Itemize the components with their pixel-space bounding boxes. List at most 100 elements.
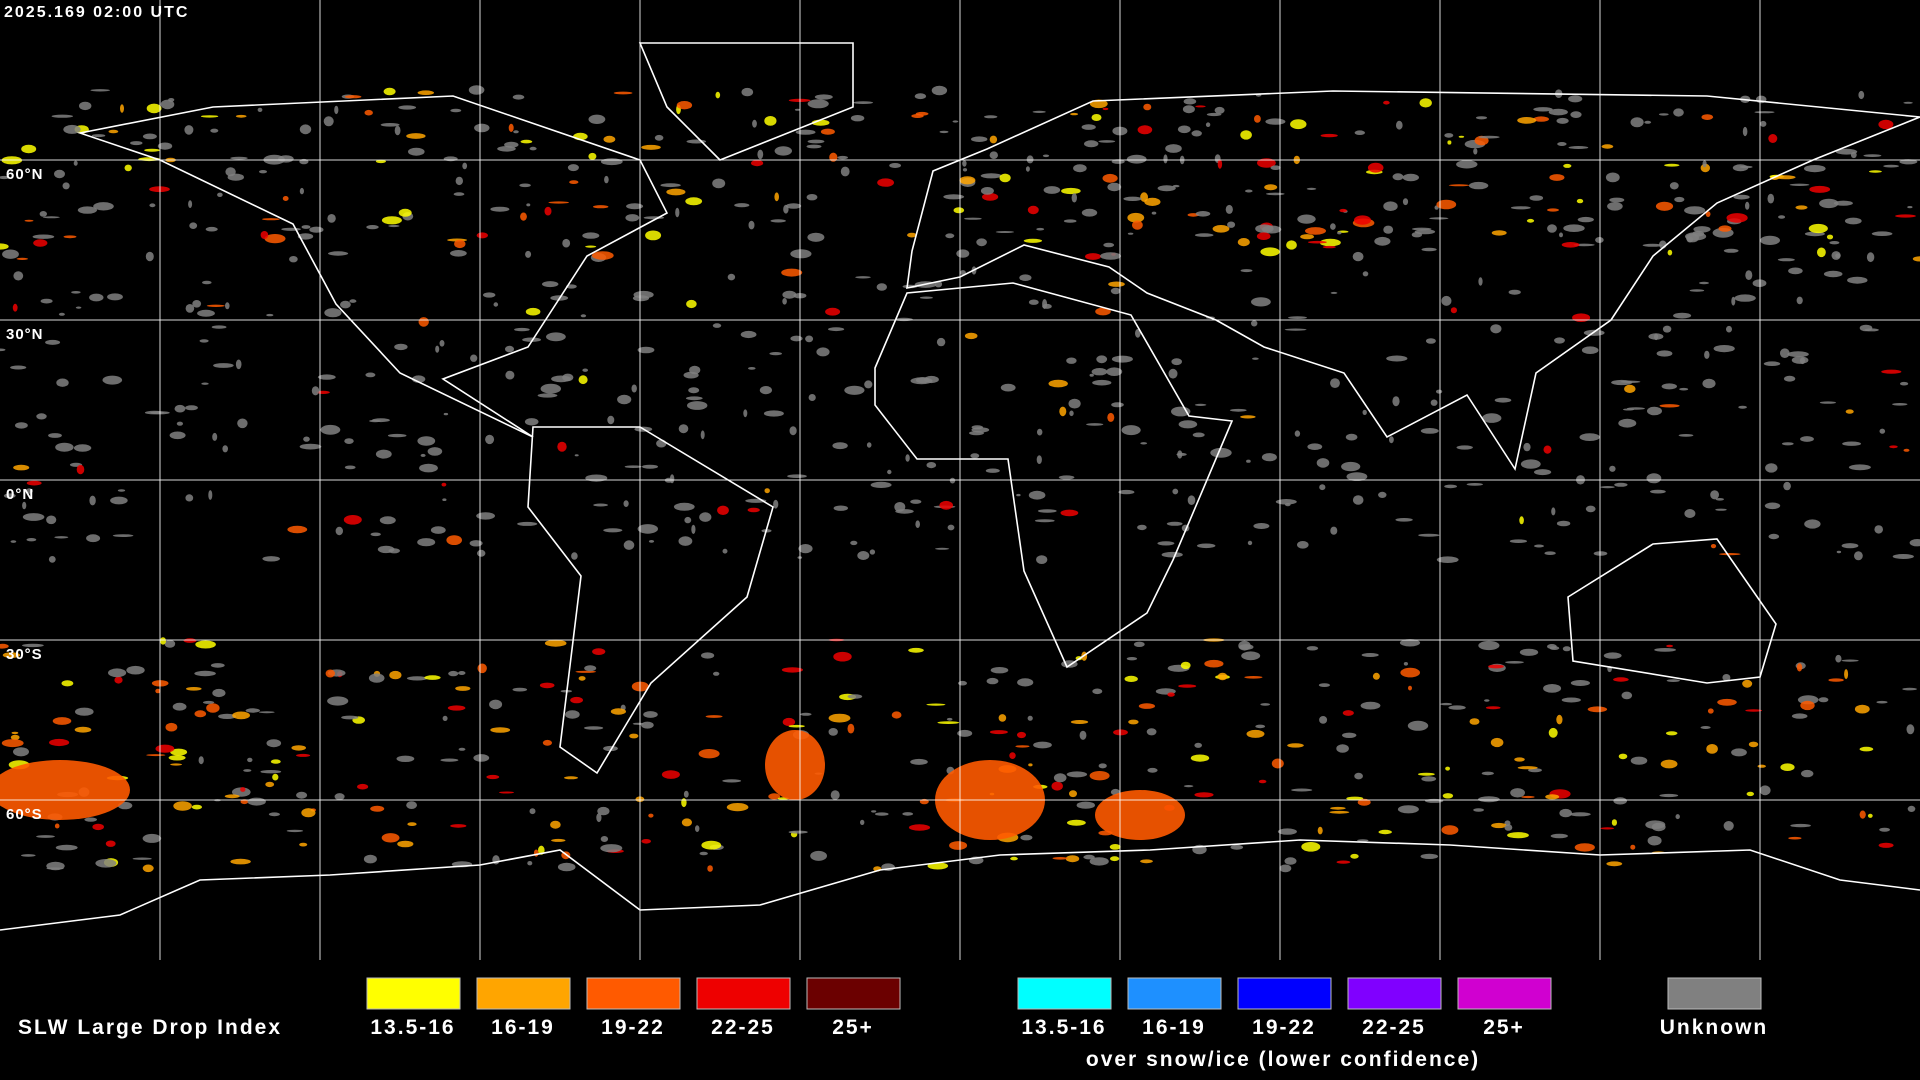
- cloud-patch: [301, 808, 316, 818]
- cloud-patch: [120, 104, 124, 113]
- cloud-patch: [107, 293, 123, 301]
- legend-swatch: [1017, 977, 1112, 1010]
- cloud-patch: [93, 202, 114, 211]
- legend-label: 22-25: [1362, 1016, 1426, 1039]
- cloud-patch: [613, 91, 633, 95]
- cloud-patch: [986, 677, 999, 685]
- cloud-patch: [1533, 107, 1553, 112]
- cloud-patch: [210, 663, 225, 668]
- cloud-patch: [810, 850, 827, 861]
- cloud-patch: [1883, 164, 1899, 168]
- cloud-patch: [490, 727, 511, 733]
- cloud-patch: [675, 207, 680, 218]
- cloud-patch: [1879, 827, 1890, 832]
- cloud-patch: [197, 309, 215, 317]
- cloud-patch: [102, 375, 123, 385]
- cloud-patch: [673, 502, 695, 511]
- cloud-patch: [1383, 225, 1394, 234]
- cloud-patch: [1576, 198, 1584, 204]
- cloud-patch: [1548, 108, 1568, 116]
- cloud-patch: [1485, 706, 1501, 710]
- cloud-patch: [923, 375, 939, 384]
- cloud-patch: [1722, 674, 1731, 681]
- cloud-patch: [243, 769, 252, 772]
- cloud-patch: [807, 139, 825, 144]
- cloud-patch: [387, 433, 407, 438]
- cloud-patch: [1419, 98, 1432, 108]
- cloud-patch: [188, 200, 193, 209]
- cloud-patch: [1098, 140, 1116, 143]
- cloud-patch: [1706, 744, 1718, 754]
- cloud-patch: [1658, 113, 1669, 116]
- cloud-patch: [520, 212, 527, 221]
- cloud-patch: [1466, 483, 1484, 486]
- cloud-patch: [688, 387, 700, 394]
- cloud-patch: [1556, 714, 1563, 725]
- cloud-patch: [1058, 475, 1075, 480]
- cloud-patch: [905, 454, 910, 462]
- cloud-patch: [533, 849, 539, 857]
- cloud-patch: [262, 556, 281, 562]
- cloud-patch: [648, 813, 654, 818]
- cloud-patch: [1362, 409, 1367, 415]
- cloud-patch: [1788, 836, 1802, 840]
- cloud-patch: [957, 729, 973, 737]
- cloud-patch: [458, 671, 466, 675]
- cloud-patch: [174, 404, 186, 413]
- cloud-patch: [1271, 758, 1284, 769]
- cloud-patch: [1110, 287, 1121, 295]
- cloud-patch: [208, 490, 213, 500]
- cloud-patch: [1835, 654, 1842, 663]
- cloud-patch: [1361, 653, 1379, 657]
- cloud-patch: [1297, 541, 1309, 549]
- cloud-patch: [1661, 383, 1678, 390]
- cloud-patch: [1568, 95, 1583, 103]
- cloud-patch: [32, 234, 55, 239]
- cloud-patch: [1270, 165, 1281, 170]
- cloud-patch: [1127, 232, 1134, 235]
- cloud-patch: [1521, 795, 1535, 799]
- cloud-patch: [1781, 442, 1794, 446]
- cloud-patch: [311, 386, 320, 396]
- cloud-patch: [1745, 270, 1753, 280]
- cloud-patch: [717, 505, 729, 515]
- cloud-patch: [1102, 107, 1109, 111]
- cloud-patch: [1177, 450, 1183, 459]
- cloud-patch: [691, 524, 696, 535]
- cloud-patch: [1456, 160, 1478, 169]
- cloud-patch: [380, 123, 400, 127]
- cloud-patch: [1731, 296, 1736, 306]
- cloud-patch: [1240, 130, 1252, 140]
- cloud-patch: [446, 535, 463, 545]
- cloud-patch: [565, 710, 580, 719]
- cloud-patch: [1780, 763, 1795, 771]
- cloud-patch: [1614, 482, 1628, 487]
- cloud-patch: [1478, 135, 1500, 139]
- cloud-patch: [1225, 204, 1233, 214]
- cloud-patch: [764, 116, 777, 126]
- cloud-patch: [24, 219, 34, 222]
- cloud-patch: [389, 670, 402, 680]
- cloud-patch: [1048, 379, 1068, 388]
- cloud-patch: [1330, 378, 1340, 388]
- cloud-patch: [1718, 225, 1732, 232]
- cloud-patch: [1817, 247, 1826, 258]
- cloud-patch: [1092, 688, 1103, 695]
- cloud-patch: [540, 383, 561, 394]
- cloud-patch: [130, 141, 143, 146]
- cloud-patch: [259, 170, 267, 174]
- cloud-patch: [1601, 144, 1614, 149]
- africa-outline: [874, 282, 1234, 669]
- cloud-patch: [832, 442, 848, 450]
- antarctica-outline: [0, 839, 1920, 931]
- cloud-patch: [320, 424, 341, 435]
- cloud-patch: [341, 715, 359, 720]
- cloud-patch: [1440, 702, 1453, 706]
- cloud-patch: [1700, 726, 1711, 729]
- cloud-patch: [1345, 433, 1358, 441]
- cloud-patch: [853, 101, 874, 104]
- cloud-patch: [1336, 860, 1351, 864]
- cloud-patch: [235, 359, 242, 370]
- cloud-patch: [10, 540, 17, 543]
- cloud-patch: [999, 173, 1011, 183]
